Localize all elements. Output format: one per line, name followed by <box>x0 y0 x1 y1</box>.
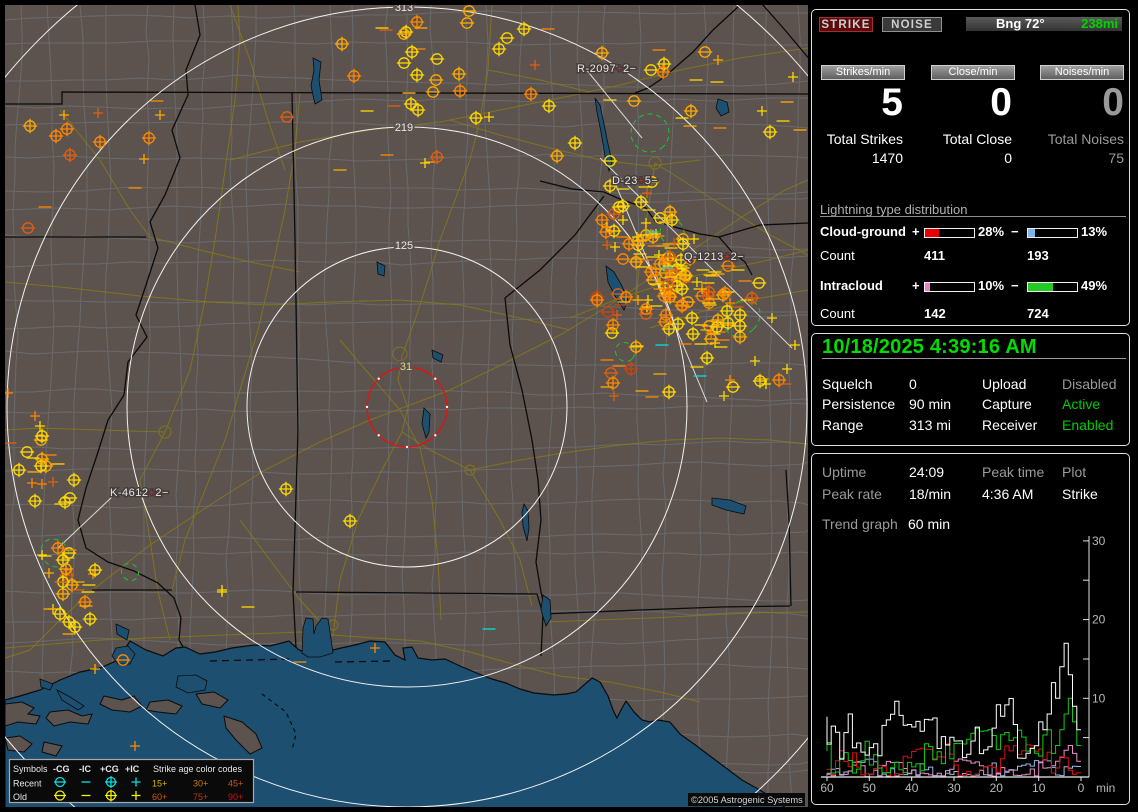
svg-text:219: 219 <box>395 122 413 134</box>
svg-text:30: 30 <box>1092 534 1106 548</box>
svg-text:Q-1213+2−: Q-1213+2− <box>684 251 744 263</box>
svg-text:20: 20 <box>1092 613 1106 627</box>
svg-text:Old: Old <box>13 792 27 802</box>
svg-text:D-23+5−: D-23+5− <box>612 175 658 187</box>
svg-text:10: 10 <box>1092 691 1106 705</box>
svg-text:0: 0 <box>1078 781 1085 795</box>
svg-text:K-4612+2−: K-4612+2− <box>110 487 169 499</box>
svg-text:10: 10 <box>1032 781 1046 795</box>
svg-text:-IC: -IC <box>79 764 91 774</box>
svg-text:15+: 15+ <box>152 779 167 789</box>
svg-text:R-2097+2−: R-2097+2− <box>577 63 637 75</box>
svg-text:Recent: Recent <box>13 779 42 789</box>
svg-text:313: 313 <box>395 2 413 14</box>
svg-text:60: 60 <box>820 781 834 795</box>
svg-text:40: 40 <box>905 781 919 795</box>
svg-text:45+: 45+ <box>228 779 243 789</box>
svg-text:75+: 75+ <box>193 792 208 802</box>
svg-text:60+: 60+ <box>152 792 167 802</box>
svg-text:20: 20 <box>990 781 1004 795</box>
svg-text:125: 125 <box>395 240 413 252</box>
svg-text:+IC: +IC <box>125 764 140 774</box>
svg-text:Strike age color codes: Strike age color codes <box>153 764 243 774</box>
svg-text:min: min <box>1096 781 1115 795</box>
svg-text:30: 30 <box>947 781 961 795</box>
svg-text:Symbols: Symbols <box>13 764 48 774</box>
svg-text:30+: 30+ <box>193 779 208 789</box>
svg-text:90+: 90+ <box>228 792 243 802</box>
svg-text:©2005 Astrogenic Systems: ©2005 Astrogenic Systems <box>691 795 803 805</box>
svg-text:31: 31 <box>400 361 412 373</box>
svg-text:-CG: -CG <box>53 764 70 774</box>
svg-text:+CG: +CG <box>100 764 119 774</box>
svg-text:50: 50 <box>863 781 877 795</box>
